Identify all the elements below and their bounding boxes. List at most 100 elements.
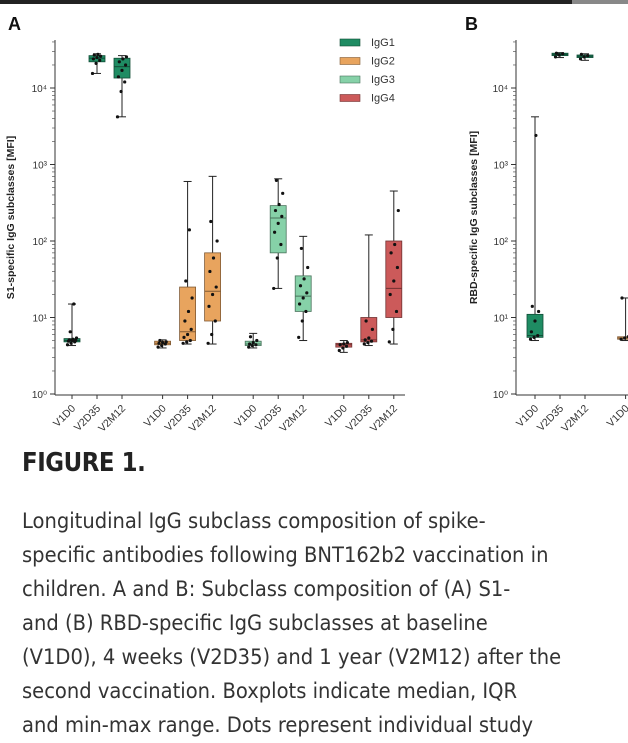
data-point (533, 319, 537, 323)
data-point (211, 256, 216, 260)
data-point (396, 208, 400, 213)
box-igg4 (385, 190, 403, 345)
box-igg1 (526, 116, 544, 342)
box-iqr (294, 275, 312, 312)
data-point (181, 341, 185, 345)
y-tick-label: 10⁴ (493, 84, 508, 95)
x-tick-label: V2M12 (187, 403, 219, 435)
data-point (274, 178, 278, 182)
data-point (272, 286, 276, 291)
data-point (71, 337, 75, 341)
data-point (297, 335, 301, 339)
data-point (188, 338, 192, 343)
data-point (532, 335, 536, 339)
y-tick-label: 10³ (494, 161, 509, 172)
data-point (157, 341, 161, 345)
legend: IgG1 IgG2 IgG3 IgG4 (339, 37, 395, 105)
data-point (248, 342, 252, 346)
data-point (186, 309, 191, 314)
data-point (586, 54, 590, 58)
data-point (306, 265, 310, 270)
legend-label: IgG1 (371, 37, 395, 49)
data-point (210, 332, 214, 337)
data-point (156, 345, 160, 349)
figure-title: FIGURE 1. (22, 448, 146, 478)
figure-canvas: A B 10⁰ 10¹ 10² 10³ 10⁴ S1-specific IgG subcl… (0, 0, 628, 435)
data-point (65, 343, 70, 347)
legend-swatch (339, 94, 361, 102)
data-point (582, 55, 586, 59)
data-point (277, 202, 281, 207)
data-point (206, 341, 210, 345)
top-rule-shade (572, 0, 628, 4)
data-point (92, 53, 96, 57)
data-point (395, 265, 399, 270)
data-point (182, 335, 186, 339)
box-igg1 (88, 52, 106, 76)
data-point (187, 228, 191, 232)
data-point (74, 338, 78, 343)
figure-caption: Longitudinal IgG subclass composition of… (22, 504, 580, 742)
data-point (369, 339, 374, 343)
panel-a-label: A (8, 14, 21, 34)
y-tick-label: 10² (33, 237, 48, 248)
box-iqr (204, 252, 222, 322)
box-iqr (385, 240, 403, 318)
caption-line: Longitudinal IgG subclass composition of… (22, 509, 486, 533)
box-iqr (269, 205, 287, 254)
box-igg1 (576, 52, 594, 61)
data-point (299, 246, 303, 251)
y-axis-label: RBD-specific IgG subclasses [MFI] (468, 131, 480, 304)
data-point (189, 327, 193, 331)
data-point (164, 340, 168, 344)
data-point (578, 57, 583, 61)
data-point (183, 319, 187, 323)
legend-label: IgG3 (371, 74, 395, 86)
data-point (124, 63, 128, 67)
y-tick-label: 10² (494, 237, 509, 248)
data-point (298, 302, 302, 306)
data-point (344, 344, 349, 348)
data-point (338, 343, 342, 347)
data-point (273, 230, 277, 234)
data-point (117, 60, 121, 64)
data-point (342, 342, 346, 346)
x-tick-label: V2M12 (277, 403, 309, 435)
data-point (208, 269, 212, 274)
data-point (185, 340, 189, 344)
legend-swatch (339, 75, 361, 84)
y-axis-label: S1-specific IgG subclasses [MFI] (5, 136, 17, 299)
top-rule (0, 0, 628, 4)
box-igg1 (63, 302, 81, 347)
data-point (392, 279, 396, 283)
data-point (215, 239, 219, 243)
data-point (251, 340, 255, 345)
x-tick-label: V2M12 (368, 403, 400, 435)
data-point (184, 279, 188, 283)
data-point (158, 338, 162, 343)
x-tick-label: V2M12 (559, 403, 591, 435)
y-tick-label: 10⁰ (493, 390, 508, 401)
data-point (211, 292, 215, 297)
data-point (280, 214, 284, 218)
data-point (207, 304, 211, 308)
data-point (557, 53, 561, 57)
data-point (301, 296, 305, 300)
data-point (72, 302, 76, 306)
data-point (300, 319, 304, 323)
box-igg3 (269, 178, 287, 291)
data-point (209, 219, 213, 224)
data-point (362, 342, 366, 346)
y-tick-label: 10⁴ (32, 84, 47, 95)
box-iqr (113, 57, 131, 79)
data-point (250, 343, 254, 348)
data-point (254, 343, 258, 347)
data-point (68, 330, 72, 334)
data-point (393, 242, 397, 247)
data-point (530, 304, 534, 308)
caption-line: specific antibodies following BNT162b2 v… (22, 543, 549, 567)
data-point (536, 333, 540, 338)
data-point (366, 340, 370, 345)
x-tick-label: V1D0 (605, 403, 628, 430)
x-tick-label: V2M12 (96, 403, 128, 435)
